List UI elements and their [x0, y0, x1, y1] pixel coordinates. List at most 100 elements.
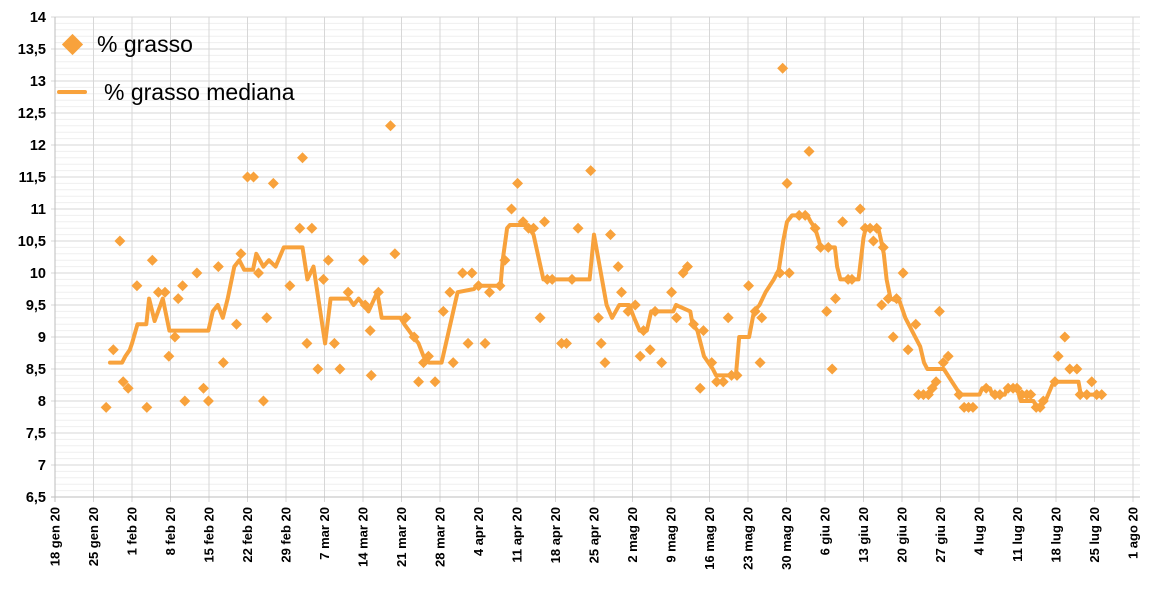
data-point-diamond [980, 382, 992, 394]
data-point-diamond [494, 280, 506, 292]
data-point-diamond [422, 350, 434, 362]
data-point-diamond [358, 254, 370, 266]
data-point-diamond [731, 369, 743, 381]
y-axis-tick-label: 9,5 [26, 298, 46, 314]
x-axis-tick-label: 9 mag 20 [664, 507, 679, 563]
data-point-diamond [711, 376, 723, 388]
data-point-diamond [107, 344, 119, 356]
x-axis-tick-label: 22 feb 20 [240, 507, 255, 563]
data-point-diamond [876, 299, 888, 311]
data-point-diamond [322, 254, 334, 266]
data-point-diamond [854, 203, 866, 215]
y-axis-tick-label: 14 [30, 10, 46, 26]
data-point-diamond [877, 241, 889, 253]
data-point-diamond [163, 350, 175, 362]
data-point-diamond [634, 350, 646, 362]
data-point-diamond [706, 357, 718, 369]
data-point-diamond [484, 286, 495, 298]
data-point-diamond [444, 286, 456, 298]
x-axis-tick-label: 20 giu 20 [895, 507, 910, 563]
data-point-diamond [887, 331, 899, 343]
x-axis-tick-label: 4 lug 20 [972, 507, 987, 555]
data-point-diamond [146, 254, 158, 266]
data-point-diamond [697, 325, 709, 337]
data-point-diamond [447, 357, 459, 369]
data-point-diamond [815, 241, 827, 253]
data-point-diamond [372, 286, 384, 298]
scatter-points [100, 62, 1108, 413]
data-point-diamond [864, 222, 876, 234]
data-point-diamond [994, 389, 1006, 401]
data-point-diamond [169, 331, 181, 343]
x-axis-tick-label: 15 feb 20 [202, 507, 217, 563]
data-point-diamond [479, 337, 491, 349]
data-point-diamond [837, 216, 849, 228]
data-point-diamond [585, 165, 597, 177]
x-axis-labels: 18 gen 20 25 gen 20 1 feb 20 8 feb 20 15 feb… [48, 507, 1141, 570]
data-point-diamond [666, 286, 678, 298]
data-point-diamond [114, 235, 126, 247]
y-axis-tick-label: 7,5 [26, 426, 46, 442]
data-point-diamond [253, 267, 264, 279]
data-point-diamond [248, 171, 260, 183]
data-point-diamond [365, 369, 377, 381]
data-point-diamond [1074, 389, 1086, 401]
data-point-diamond [933, 305, 945, 317]
y-axis-tick-label: 12,5 [18, 106, 46, 122]
data-point-diamond [777, 62, 789, 74]
x-axis-tick-label: 13 giu 20 [856, 507, 871, 563]
data-point-diamond [122, 382, 134, 394]
data-point-diamond [400, 312, 412, 324]
x-axis-tick-label: 7 mar 20 [317, 507, 332, 560]
x-axis-tick-label: 14 mar 20 [356, 507, 371, 567]
chart-legend: % grasso % grasso mediana [55, 20, 295, 116]
data-point-diamond [846, 273, 858, 285]
data-point-diamond [437, 305, 449, 317]
data-point-diamond [418, 357, 429, 369]
data-point-diamond [100, 401, 112, 413]
data-point-diamond [198, 382, 209, 394]
x-axis-tick-label: 8 feb 20 [163, 507, 178, 555]
data-point-diamond [1037, 395, 1049, 407]
data-point-diamond [781, 177, 793, 189]
data-point-diamond [301, 337, 313, 349]
data-point-diamond [722, 312, 734, 324]
data-point-diamond [793, 209, 805, 221]
data-point-diamond [1025, 389, 1037, 401]
data-point-diamond [717, 376, 729, 388]
data-point-diamond [159, 286, 171, 298]
data-point-diamond [809, 222, 821, 234]
y-axis-labels: 14 13,5 13 12,5 12 11,5 11 10,5 10 9,5 9 8,5 8 7,5 7 6,… [18, 10, 46, 506]
x-axis-tick-label: 18 gen 20 [48, 507, 63, 566]
x-axis-tick-label: 25 lug 20 [1087, 507, 1102, 563]
data-point-diamond [528, 222, 539, 234]
y-axis-tick-label: 11 [31, 202, 46, 218]
data-point-diamond [1071, 363, 1083, 375]
x-axis-tick-label: 18 lug 20 [1049, 507, 1064, 563]
data-point-diamond [328, 337, 340, 349]
x-axis-tick-label: 11 apr 20 [510, 507, 525, 563]
y-axis-tick-label: 13,5 [18, 42, 46, 58]
data-point-diamond [821, 305, 833, 317]
data-point-diamond [612, 261, 624, 273]
data-point-diamond [799, 209, 811, 221]
data-point-diamond [967, 401, 979, 413]
line-marker-icon [57, 90, 87, 94]
data-point-diamond [462, 337, 474, 349]
data-point-diamond [882, 293, 894, 305]
data-point-diamond [743, 280, 755, 292]
data-point-diamond [616, 286, 627, 298]
data-point-diamond [257, 395, 269, 407]
y-axis-tick-label: 8 [38, 394, 46, 410]
data-point-diamond [694, 382, 706, 394]
x-axis-tick-label: 6 giu 20 [818, 507, 833, 555]
data-point-diamond [506, 203, 517, 215]
x-axis-tick-label: 29 feb 20 [279, 507, 294, 563]
data-point-diamond [231, 318, 242, 330]
data-point-diamond [937, 357, 949, 369]
data-point-diamond [682, 261, 693, 273]
data-point-diamond [1059, 331, 1071, 343]
x-axis-tick-label: 27 giu 20 [933, 507, 948, 563]
